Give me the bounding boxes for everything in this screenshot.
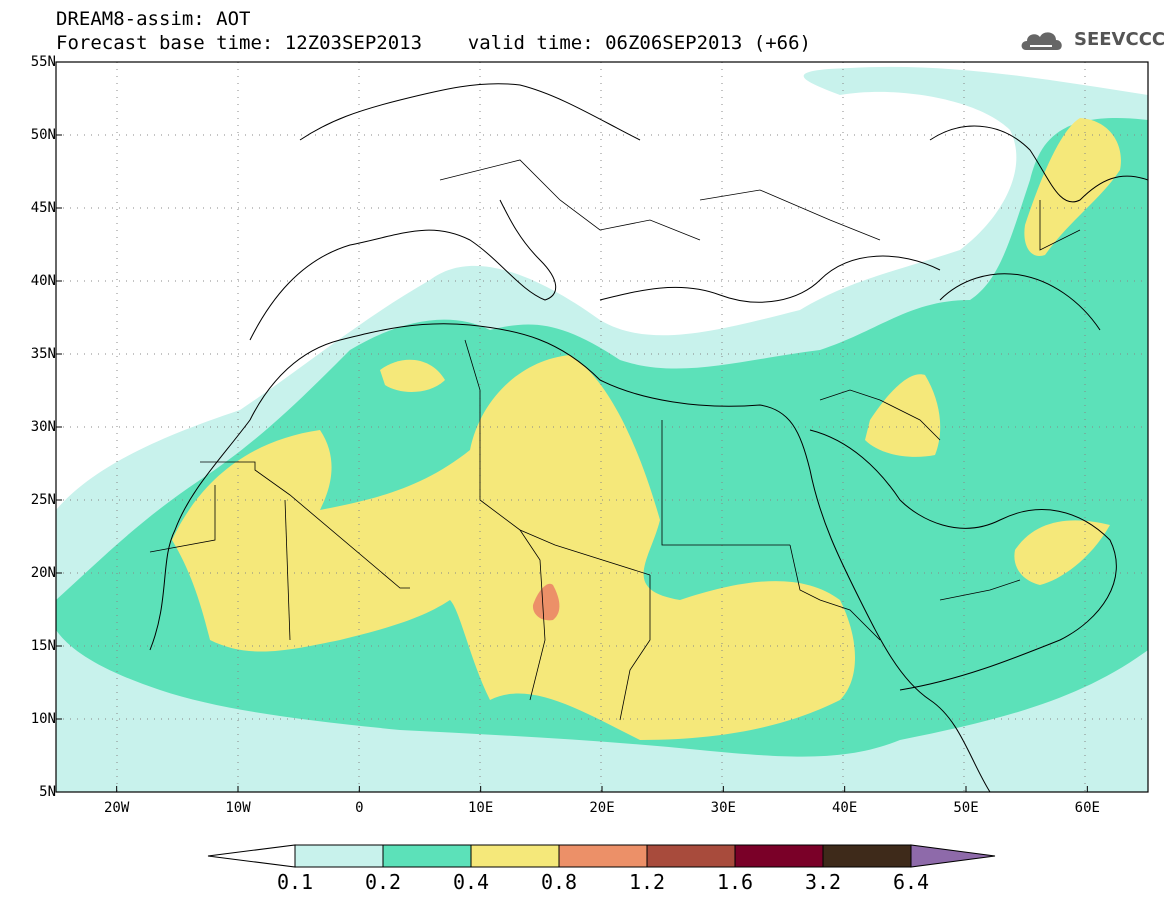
borders — [149, 159, 1081, 721]
aot-band-0.4 — [172, 355, 855, 740]
lat-tick-label: 10N — [30, 711, 56, 727]
lon-tick-label: 40E — [832, 800, 858, 816]
lon-tick-label: 0 — [355, 800, 364, 816]
lon-tick-label: 60E — [1074, 800, 1100, 816]
lat-tick-label: 5N — [39, 784, 56, 800]
lon-tick-label: 30E — [710, 800, 736, 816]
colorbar-level-label: 0.1 — [276, 870, 314, 894]
colorbar-level-label: 0.2 — [364, 870, 402, 894]
lat-tick-label: 15N — [30, 638, 56, 654]
colorbar-level-label: 0.8 — [540, 870, 578, 894]
lon-tick-label: 10W — [225, 800, 251, 816]
logo-text: SEEVCCC — [1074, 29, 1165, 50]
aot-band-0.4 — [865, 374, 941, 457]
colorbar-level-label: 3.2 — [804, 870, 842, 894]
aot-band-0.4 — [380, 359, 445, 392]
aot-band-0.4 — [1024, 118, 1121, 256]
lon-tick-label: 20E — [589, 800, 615, 816]
lat-tick-label: 25N — [30, 492, 56, 508]
lon-tick-label: 50E — [953, 800, 979, 816]
colorbar-level-label: 1.6 — [716, 870, 754, 894]
axis-ticks — [56, 61, 1088, 793]
lat-tick-label: 45N — [30, 200, 56, 216]
lat-tick-label: 40N — [30, 273, 56, 289]
lon-tick-label: 10E — [468, 800, 494, 816]
chart-subtitle: Forecast base time: 12Z03SEP2013 valid t… — [56, 32, 811, 54]
lat-tick-label: 20N — [30, 565, 56, 581]
coastlines — [149, 83, 1148, 792]
map-grid — [56, 62, 1148, 792]
lat-tick-label: 55N — [30, 54, 56, 70]
colorbar-level-label: 1.2 — [628, 870, 666, 894]
cloud-icon — [1021, 32, 1062, 50]
chart-title: DREAM8-assim: AOT — [56, 8, 251, 30]
colorbar-level-label: 0.4 — [452, 870, 490, 894]
lat-tick-label: 30N — [30, 419, 56, 435]
lat-tick-label: 50N — [30, 127, 56, 143]
lat-tick-label: 35N — [30, 346, 56, 362]
lon-tick-label: 20W — [104, 800, 130, 816]
aot-field — [56, 66, 1148, 792]
aot-band-0.4 — [1014, 520, 1110, 585]
colorbar-level-label: 6.4 — [892, 870, 930, 894]
aot-band-0.8 — [532, 583, 560, 621]
